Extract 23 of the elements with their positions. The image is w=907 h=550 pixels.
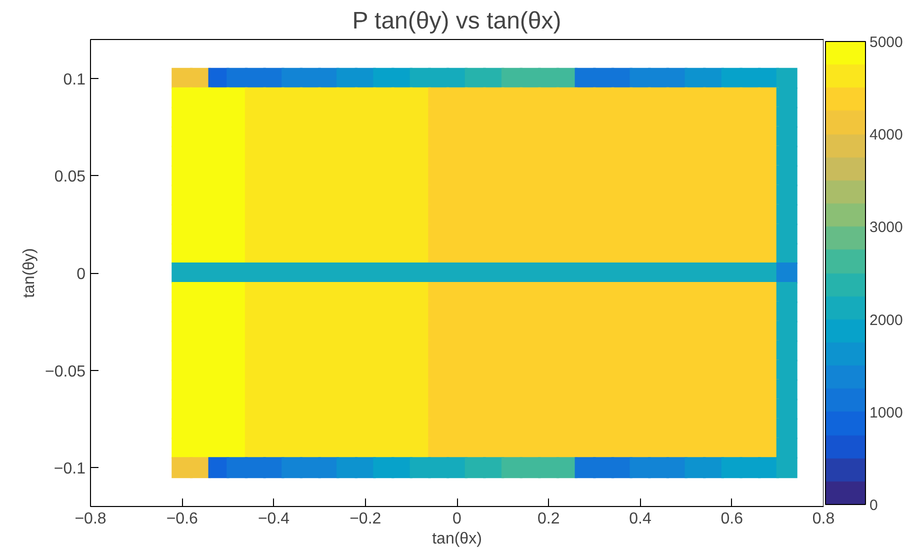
y-tick-label: 0.05 [54, 168, 86, 186]
y-axis-title: tan(θy) [21, 248, 38, 298]
color-bar-label: 1000 [870, 404, 903, 422]
y-tick-label: −0.1 [54, 460, 86, 478]
y-tick-label: −0.05 [45, 363, 86, 380]
x-tick-label: 0.4 [629, 510, 652, 528]
x-tick-label: −0.6 [166, 510, 198, 528]
x-tick-label: −0.4 [258, 510, 290, 528]
color-bar-label: 3000 [870, 219, 903, 236]
x-tick-label: 0.2 [538, 510, 560, 528]
color-bar-label: 5000 [870, 34, 903, 51]
y-tick-label: 0.1 [63, 71, 86, 88]
x-tick-label: 0.6 [720, 510, 744, 528]
color-bar-label: 0 [870, 497, 878, 514]
chart-title: P tan(θy) vs tan(θx) [352, 8, 562, 34]
x-tick-label: −0.2 [350, 510, 382, 528]
x-axis-title: tan(θx) [432, 530, 482, 548]
y-tick-label: 0 [76, 266, 86, 283]
color-bar-label: 2000 [870, 312, 903, 329]
color-bar-label: 4000 [870, 126, 903, 144]
x-tick-label: 0.8 [812, 510, 835, 528]
x-tick-label: −0.8 [74, 510, 106, 528]
x-tick-label: 0 [452, 510, 462, 528]
